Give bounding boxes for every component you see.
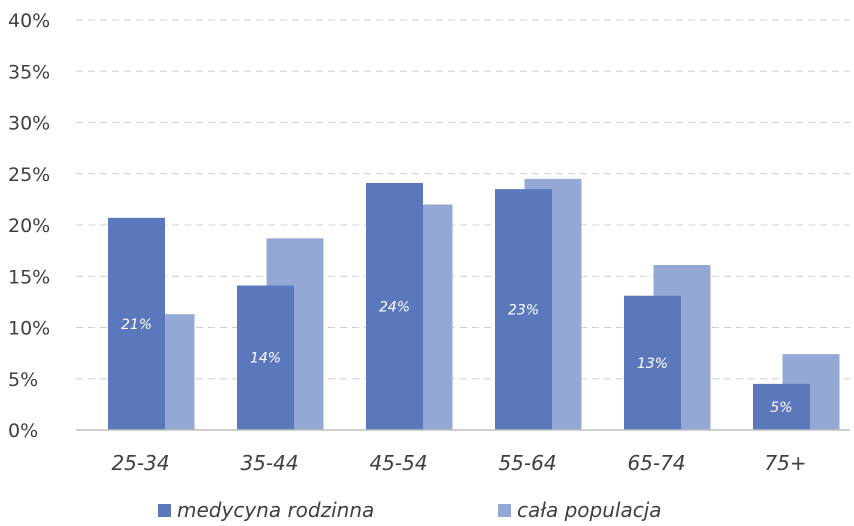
data-label-medycyna-rodzinna: 13%	[637, 356, 668, 372]
bar-medycyna-rodzinna	[108, 217, 165, 430]
y-tick-label: 20%	[8, 215, 50, 237]
bar-medycyna-rodzinna	[237, 285, 294, 430]
data-label-medycyna-rodzinna: 24%	[379, 299, 410, 315]
legend-swatch-medycyna-rodzinna	[158, 503, 171, 517]
y-tick-label: 15%	[8, 266, 50, 288]
data-label-medycyna-rodzinna: 5%	[770, 400, 792, 416]
x-tick-label: 45-54	[369, 451, 427, 475]
data-label-medycyna-rodzinna: 21%	[121, 317, 152, 333]
legend-label-medycyna-rodzinna: medycyna rodzinna	[177, 498, 375, 522]
x-tick-label: 25-34	[111, 451, 169, 475]
legend-swatch-cala-populacja	[498, 503, 511, 517]
bar-medycyna-rodzinna	[366, 182, 423, 430]
y-tick-label: 5%	[8, 369, 38, 391]
bar-medycyna-rodzinna	[495, 189, 552, 430]
x-tick-label: 65-74	[627, 451, 685, 475]
x-axis-ticks: 25-34 35-44 45-54 55-64 65-74 75+	[111, 451, 806, 475]
gridlines	[76, 19, 850, 380]
bar-medycyna-rodzinna	[753, 383, 810, 430]
legend-item-medycyna-rodzinna: medycyna rodzinna	[158, 498, 374, 522]
data-label-medycyna-rodzinna: 14%	[250, 351, 281, 367]
y-axis-ticks: 0% 5% 10% 15% 20% 25% 30% 35% 40%	[8, 10, 50, 442]
y-tick-label: 40%	[8, 10, 50, 32]
x-tick-label: 35-44	[240, 451, 298, 475]
data-label-medycyna-rodzinna: 23%	[508, 303, 539, 319]
y-tick-label: 0%	[8, 420, 38, 442]
legend-item-cala-populacja: cała populacja	[498, 498, 662, 522]
data-labels: 21% 14% 24% 23% 13% 5%	[121, 299, 793, 415]
y-tick-label: 35%	[8, 61, 50, 83]
x-tick-label: 75+	[764, 451, 806, 475]
y-tick-label: 25%	[8, 164, 50, 186]
x-tick-label: 55-64	[498, 451, 556, 475]
y-tick-label: 10%	[8, 318, 50, 340]
series-medycyna-rodzinna	[108, 182, 810, 430]
legend-label-cala-populacja: cała populacja	[517, 498, 662, 522]
bar-medycyna-rodzinna	[624, 295, 681, 430]
y-tick-label: 30%	[8, 113, 50, 135]
legend: medycyna rodzinna cała populacja	[0, 498, 854, 526]
